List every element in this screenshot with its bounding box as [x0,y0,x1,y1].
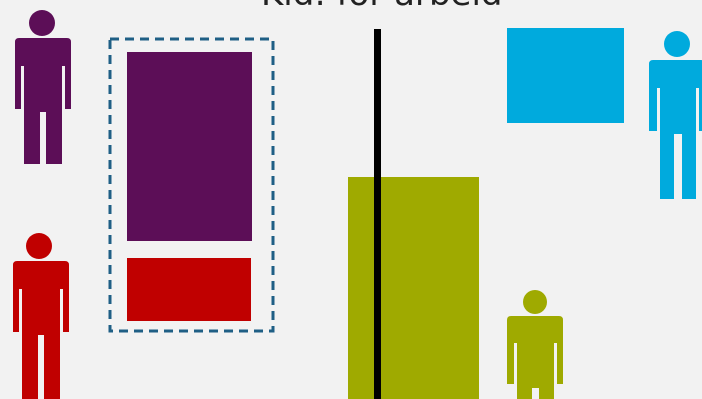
person-cyan-icon [649,31,702,199]
divider-line [374,29,381,399]
person-red-icon [13,233,69,399]
diagram-title: Kid: for arbeid [261,0,503,14]
purple-block [127,52,252,241]
cyan-block [507,28,624,123]
person-olive-icon [507,290,563,399]
person-purple-icon [15,10,71,164]
olive-block [348,177,479,399]
dashed-group-frame [108,37,275,333]
red-block [127,258,251,321]
